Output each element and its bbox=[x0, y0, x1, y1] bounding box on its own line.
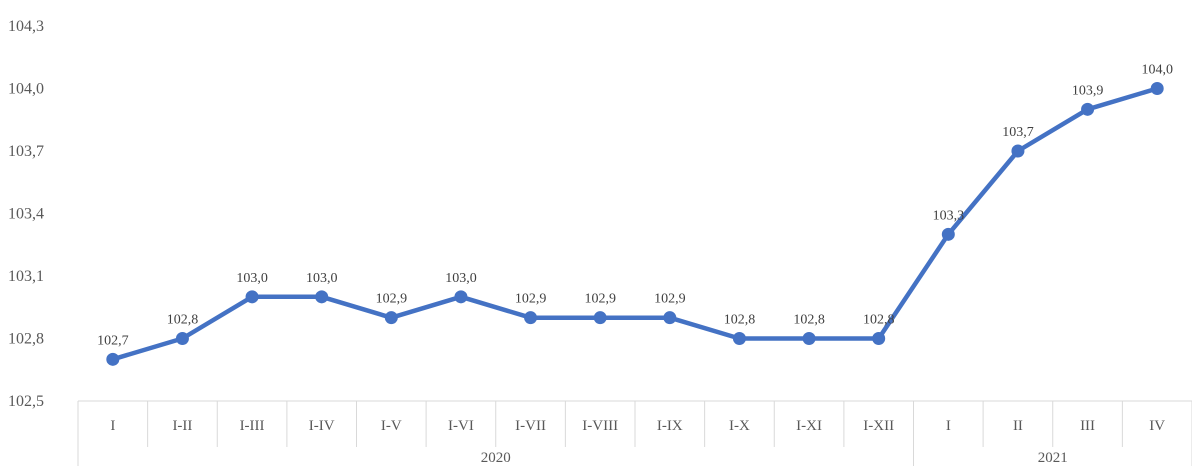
y-tick-label: 102,8 bbox=[8, 331, 44, 348]
data-label: 102,9 bbox=[515, 292, 547, 307]
x-tick-label: I-IX bbox=[657, 418, 683, 434]
x-tick-label: I-XII bbox=[863, 418, 894, 434]
x-tick-label: III bbox=[1080, 418, 1095, 434]
data-point bbox=[245, 290, 259, 304]
series-line bbox=[110, 86, 1160, 362]
data-label: 102,9 bbox=[376, 292, 408, 307]
data-label: 103,0 bbox=[236, 271, 268, 286]
data-point bbox=[1150, 82, 1164, 95]
data-point bbox=[106, 352, 120, 366]
data-point bbox=[732, 332, 746, 345]
data-point bbox=[454, 290, 468, 304]
x-axis: I I-II I-III I-IV I-V I-VI I-VII I-VIII I-IX I-X I… bbox=[77, 400, 1192, 466]
x-tick-label: II bbox=[1013, 418, 1023, 434]
data-label: 102,8 bbox=[724, 313, 756, 328]
data-label: 103,7 bbox=[1002, 125, 1034, 140]
series-layer bbox=[106, 82, 1164, 366]
data-point bbox=[175, 332, 189, 345]
y-tick-label: 104,0 bbox=[8, 81, 44, 98]
data-label: 103,0 bbox=[445, 271, 477, 286]
y-tick-label: 103,1 bbox=[8, 268, 44, 285]
data-point bbox=[1011, 144, 1025, 158]
data-point bbox=[872, 332, 886, 345]
x-tick-label: I-II bbox=[172, 418, 192, 434]
x-group-label: 2020 bbox=[481, 450, 511, 466]
x-tick-label: I-VI bbox=[448, 418, 474, 434]
data-point bbox=[315, 290, 329, 304]
x-tick-label: I-XI bbox=[796, 418, 822, 434]
y-tick-label: 103,4 bbox=[8, 206, 44, 223]
data-point bbox=[663, 311, 677, 325]
data-label: 103,3 bbox=[933, 208, 965, 223]
data-label: 104,0 bbox=[1141, 63, 1173, 78]
data-point bbox=[524, 311, 538, 325]
y-axis: 102,5 102,8 103,1 103,4 103,7 104,0 104,3 bbox=[8, 18, 44, 410]
x-tick-label: IV bbox=[1149, 418, 1165, 434]
x-tick-label: I-V bbox=[381, 418, 402, 434]
x-tick-label: I bbox=[110, 418, 115, 434]
data-point bbox=[941, 227, 955, 241]
data-label: 102,8 bbox=[863, 313, 895, 328]
data-point bbox=[384, 311, 398, 325]
y-tick-label: 104,3 bbox=[8, 18, 44, 35]
x-tick-label: I-IV bbox=[309, 418, 335, 434]
data-labels-layer: 102,7 102,8 103,0 103,0 102,9 103,0 102,9 102,9… bbox=[97, 63, 1173, 349]
data-label: 102,9 bbox=[654, 292, 686, 307]
data-label: 102,7 bbox=[97, 333, 129, 348]
y-tick-label: 103,7 bbox=[8, 143, 44, 160]
data-label: 103,9 bbox=[1072, 83, 1104, 98]
x-tick-label: I-III bbox=[240, 418, 265, 434]
data-label: 102,8 bbox=[793, 313, 825, 328]
x-group-label: 2021 bbox=[1038, 450, 1068, 466]
y-tick-label: 102,5 bbox=[8, 393, 44, 410]
data-label: 102,9 bbox=[584, 292, 616, 307]
data-label: 102,8 bbox=[167, 313, 199, 328]
x-tick-label: I-X bbox=[729, 418, 750, 434]
x-tick-label: I-VIII bbox=[582, 418, 618, 434]
data-point bbox=[593, 311, 607, 325]
x-tick-label: I-VII bbox=[515, 418, 546, 434]
data-label: 103,0 bbox=[306, 271, 338, 286]
x-tick-label: I bbox=[946, 418, 951, 434]
data-point bbox=[802, 332, 816, 345]
data-point bbox=[1081, 102, 1095, 116]
